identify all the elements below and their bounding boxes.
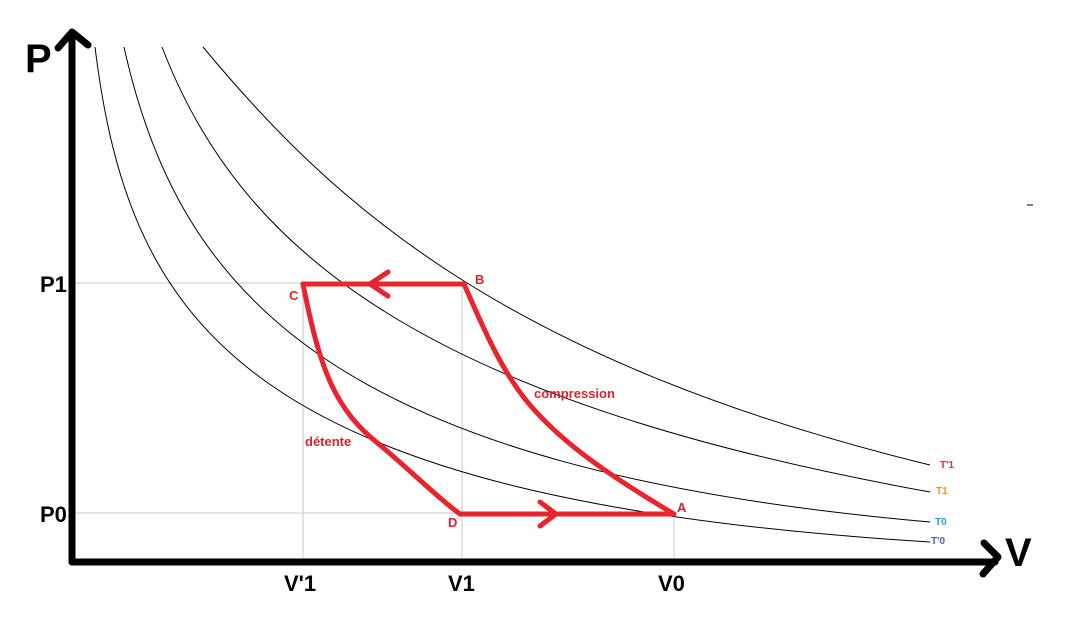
arrow-bc bbox=[367, 269, 391, 299]
detente-label: détente bbox=[305, 434, 351, 449]
isotherm-label-t-prime-0: T'0 bbox=[931, 536, 945, 547]
compression-label: compression bbox=[534, 386, 615, 401]
point-d-label: D bbox=[448, 515, 457, 530]
arrow-da bbox=[537, 499, 559, 529]
axes bbox=[54, 28, 1002, 578]
x-axis-arrow bbox=[979, 539, 1002, 578]
isotherm-label-t1: T1 bbox=[936, 486, 948, 497]
cycle-segment-cd bbox=[300, 281, 463, 517]
isotherm-t-prime-0 bbox=[94, 46, 931, 543]
point-b-label: B bbox=[475, 272, 484, 287]
tick-p1: P1 bbox=[40, 272, 67, 297]
cycle bbox=[300, 269, 677, 529]
point-c-label: C bbox=[289, 288, 299, 303]
tick-v1: V1 bbox=[448, 571, 475, 596]
y-axis-arrow bbox=[54, 28, 92, 52]
isotherms bbox=[94, 46, 931, 543]
isotherm-t1 bbox=[161, 46, 931, 493]
guide-lines bbox=[72, 282, 675, 560]
x-axis-label: V bbox=[1005, 531, 1032, 575]
point-a-label: A bbox=[677, 500, 687, 515]
isotherm-t-prime-1 bbox=[202, 46, 931, 466]
isotherm-label-t-prime-1: T'1 bbox=[940, 460, 954, 471]
isotherm-label-t0: T0 bbox=[935, 517, 947, 528]
tick-v-prime-1: V'1 bbox=[284, 571, 316, 596]
isotherm-t0 bbox=[123, 46, 931, 523]
tick-v0: V0 bbox=[658, 571, 685, 596]
cycle-segment-ab bbox=[461, 281, 677, 517]
tick-p0: P0 bbox=[40, 502, 67, 527]
y-axis-label: P bbox=[25, 37, 52, 81]
